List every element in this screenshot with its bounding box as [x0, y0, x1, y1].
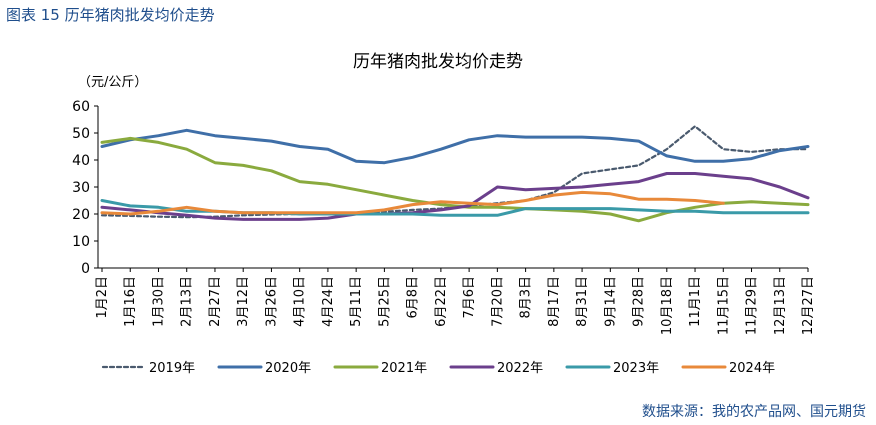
y-tick-label: 50: [72, 126, 90, 142]
x-tick-label: 11月29日: [745, 276, 760, 335]
series-lines: [100, 125, 810, 223]
x-tick-label: 12月27日: [801, 276, 816, 335]
x-tick-label: 8月31日: [575, 276, 590, 327]
x-tick-label: 2月13日: [180, 276, 195, 327]
x-tick-label: 5月11日: [349, 276, 364, 327]
y-axis-unit-label: （元/公斤）: [78, 75, 148, 90]
legend-label: 2023年: [613, 361, 659, 376]
source-note: 数据来源：我的农产品网、国元期货: [642, 404, 866, 420]
x-tick-label: 1月16日: [123, 276, 138, 327]
y-axis-ticks: 0 10 20 30 40 50 60: [72, 99, 98, 277]
series-line-2022年: [100, 172, 810, 221]
x-tick-label: 12月13日: [773, 276, 788, 335]
legend-label: 2019年: [149, 361, 195, 376]
x-tick-label: 2月27日: [208, 276, 223, 327]
x-tick-label: 7月6日: [462, 276, 477, 319]
legend-label: 2022年: [497, 361, 543, 376]
x-tick-label: 9月14日: [603, 276, 618, 327]
series-line-2024年: [100, 190, 725, 216]
x-tick-label: 8月17日: [547, 276, 562, 327]
x-tick-label: 4月24日: [321, 276, 336, 327]
x-tick-label: 9月28日: [632, 276, 647, 327]
y-tick-label: 10: [72, 234, 90, 250]
x-tick-label: 1月2日: [95, 276, 110, 319]
y-tick-label: 20: [72, 207, 90, 223]
series-line-2020年: [100, 128, 810, 165]
x-tick-label: 11月15日: [716, 276, 731, 335]
y-tick-label: 0: [81, 261, 90, 277]
x-tick-label: 1月30日: [151, 276, 166, 327]
x-tick-label: 8月3日: [519, 276, 534, 319]
x-tick-label: 4月10日: [293, 276, 308, 327]
y-tick-label: 60: [72, 99, 90, 115]
x-tick-label: 7月20日: [490, 276, 505, 327]
axes: [97, 106, 808, 269]
x-tick-label: 3月12日: [236, 276, 251, 327]
x-tick-label: 6月22日: [434, 276, 449, 327]
x-axis-ticks: 1月2日 1月16日 1月30日 2月13日 2月27日 3月12日 3月26日 4月10日 4…: [95, 268, 816, 335]
legend-label: 2021年: [381, 361, 427, 376]
legend: 2019年 2020年 2021年 2022年 2023年 2024年: [101, 361, 775, 376]
legend-label: 2020年: [265, 361, 311, 376]
x-tick-label: 10月18日: [660, 276, 675, 335]
chart-title: 历年猪肉批发均价走势: [353, 52, 523, 72]
x-tick-label: 3月26日: [264, 276, 279, 327]
figure-label: 图表 15 历年猪肉批发均价走势: [6, 6, 215, 24]
legend-label: 2024年: [729, 361, 775, 376]
x-tick-label: 6月8日: [406, 276, 421, 319]
y-tick-label: 30: [72, 180, 90, 196]
series-line-2021年: [100, 136, 810, 223]
y-tick-label: 40: [72, 153, 90, 169]
x-tick-label: 5月25日: [377, 276, 392, 327]
x-tick-label: 11月1日: [688, 276, 703, 327]
